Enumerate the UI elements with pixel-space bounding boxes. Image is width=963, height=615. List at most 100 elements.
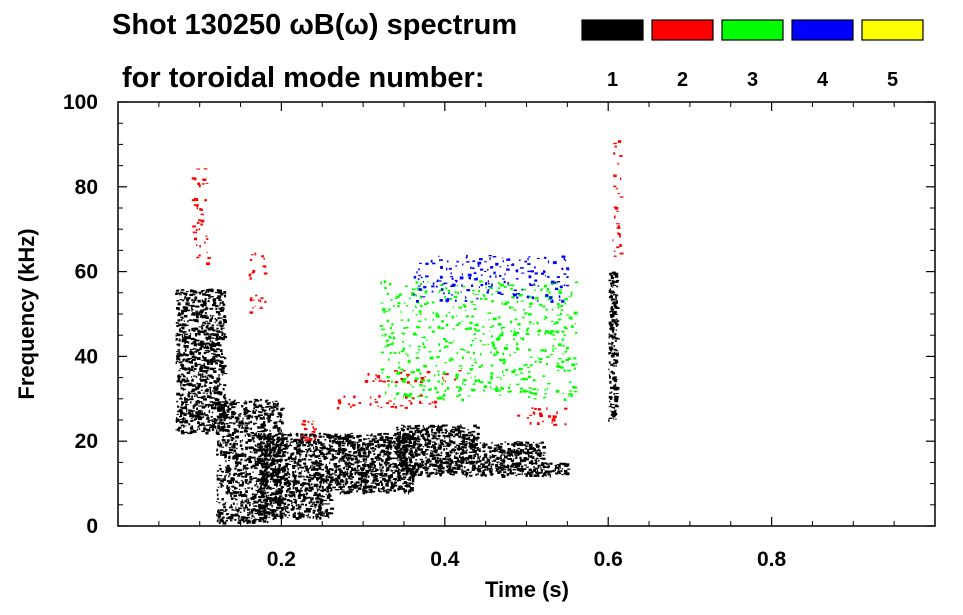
data-speck [289, 494, 293, 498]
data-speck [518, 452, 522, 455]
data-speck [282, 502, 286, 505]
data-speck [357, 444, 361, 447]
data-speck [614, 302, 618, 304]
data-speck [403, 424, 405, 428]
data-speck [377, 405, 379, 407]
data-speck [457, 436, 462, 438]
data-speck [176, 413, 179, 416]
data-speck [614, 386, 618, 389]
data-speck [608, 395, 612, 399]
data-speck [507, 458, 512, 460]
data-speck [304, 510, 307, 513]
data-speck [411, 397, 415, 400]
data-speck [318, 454, 321, 458]
data-speck [225, 444, 228, 447]
data-speck [468, 454, 473, 457]
data-speck [201, 364, 205, 367]
data-speck [251, 493, 254, 496]
data-speck [401, 487, 405, 490]
data-speck [240, 422, 245, 425]
data-speck [207, 420, 210, 423]
data-speck [608, 419, 610, 422]
data-speck [328, 485, 331, 489]
data-speck [199, 292, 202, 295]
data-speck [319, 511, 324, 513]
data-speck [262, 492, 267, 495]
data-speck [261, 436, 264, 437]
data-speck [310, 498, 314, 501]
data-speck [351, 488, 354, 491]
data-speck [349, 478, 353, 480]
data-speck [385, 447, 388, 450]
data-speck [500, 464, 504, 466]
data-speck [473, 446, 477, 449]
data-speck [371, 471, 375, 473]
data-speck [507, 468, 510, 472]
data-speck [544, 462, 548, 465]
data-speck [223, 505, 226, 509]
data-speck [297, 467, 300, 470]
data-speck [300, 487, 302, 490]
data-speck [255, 463, 259, 467]
data-speck [387, 459, 390, 461]
data-speck [319, 509, 322, 512]
data-speck [393, 403, 395, 405]
data-speck [194, 333, 199, 335]
data-speck [312, 450, 315, 453]
data-speck [205, 182, 209, 184]
data-speck [353, 451, 355, 455]
data-speck [243, 464, 247, 467]
data-speck [317, 509, 321, 512]
series-1-region-7 [542, 462, 571, 478]
data-speck [351, 454, 354, 457]
data-speck [528, 451, 533, 454]
data-speck [286, 490, 289, 493]
data-speck [329, 499, 333, 501]
data-speck [345, 439, 349, 443]
data-speck [398, 438, 400, 442]
data-speck [188, 370, 190, 374]
data-speck [462, 472, 465, 475]
data-speck [227, 405, 230, 409]
data-speck [206, 262, 210, 266]
data-speck [181, 404, 183, 406]
data-speck [224, 401, 226, 403]
data-speck [418, 430, 423, 433]
data-speck [227, 425, 231, 426]
data-speck [416, 440, 421, 443]
data-speck [182, 326, 185, 330]
data-speck [392, 434, 395, 437]
data-speck [205, 397, 207, 401]
data-speck [476, 432, 480, 436]
data-speck [319, 484, 322, 487]
data-speck [297, 497, 302, 499]
data-speck [176, 333, 180, 335]
data-speck [454, 471, 458, 474]
data-speck [373, 491, 376, 493]
data-speck [201, 299, 204, 303]
data-speck [516, 443, 520, 446]
data-speck [411, 455, 415, 459]
data-speck [527, 445, 529, 448]
data-speck [260, 423, 265, 427]
data-speck [282, 497, 284, 500]
data-speck [201, 405, 206, 409]
data-speck [337, 465, 341, 467]
data-speck [222, 429, 225, 432]
data-speck [299, 493, 303, 497]
data-speck [178, 426, 182, 429]
data-speck [297, 462, 299, 465]
data-speck [341, 455, 346, 458]
data-speck [190, 409, 193, 412]
data-speck [342, 483, 344, 486]
data-speck [184, 333, 188, 336]
data-speck [249, 511, 251, 513]
data-speck [264, 400, 268, 403]
data-speck [344, 470, 346, 474]
data-speck [448, 463, 452, 466]
data-speck [332, 457, 336, 460]
data-speck [185, 425, 187, 427]
data-speck [438, 447, 442, 450]
data-speck [308, 454, 310, 456]
data-speck [289, 483, 292, 486]
